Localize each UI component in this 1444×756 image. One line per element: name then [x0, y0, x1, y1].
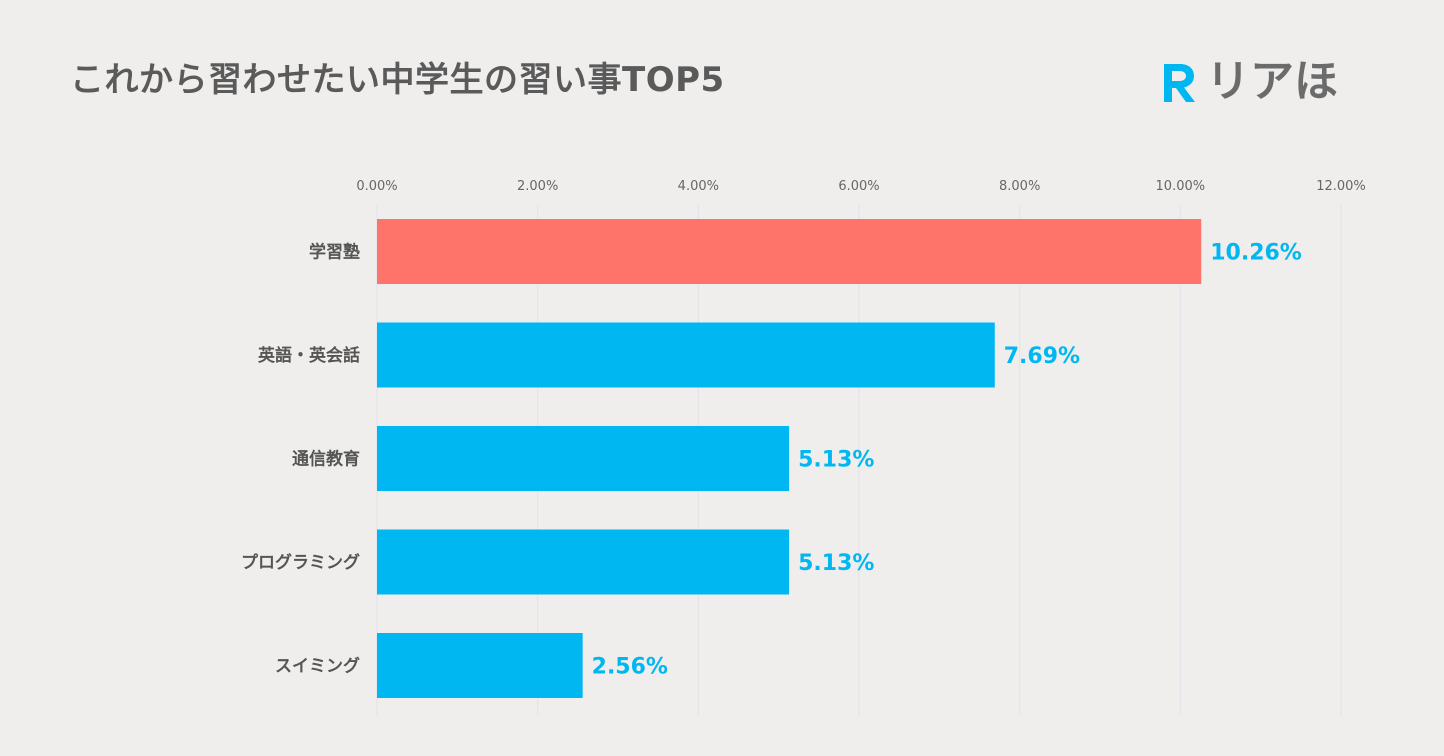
chart-title: これから習わせたい中学生の習い事TOP5 — [70, 60, 725, 100]
brand-logo: リアほ — [1156, 58, 1338, 106]
data-label: 5.13% — [798, 551, 874, 576]
category-label: 学習塾 — [309, 242, 360, 263]
bar — [377, 322, 995, 388]
x-tick-label: 10.00% — [1156, 179, 1206, 194]
data-label: 10.26% — [1210, 241, 1302, 266]
bar — [377, 633, 583, 698]
category-label: プログラミング — [241, 552, 360, 573]
data-label: 5.13% — [798, 448, 874, 473]
x-tick-label: 12.00% — [1316, 179, 1366, 194]
bar — [377, 219, 1202, 284]
x-tick-label: 6.00% — [838, 179, 879, 194]
brand-name: リアほ — [1206, 56, 1338, 107]
category-label: 通信教育 — [292, 449, 360, 470]
x-tick-label: 0.00% — [356, 179, 397, 194]
bar — [377, 529, 790, 595]
data-label: 7.69% — [1004, 344, 1080, 369]
data-label: 2.56% — [592, 655, 668, 680]
category-label: 英語・英会話 — [258, 345, 360, 366]
category-label: スイミング — [275, 656, 360, 677]
x-tick-label: 4.00% — [678, 179, 719, 194]
brand-r-mark-icon — [1164, 64, 1195, 102]
bar — [377, 426, 790, 491]
x-tick-label: 2.00% — [517, 179, 558, 194]
x-tick-label: 8.00% — [999, 179, 1040, 194]
